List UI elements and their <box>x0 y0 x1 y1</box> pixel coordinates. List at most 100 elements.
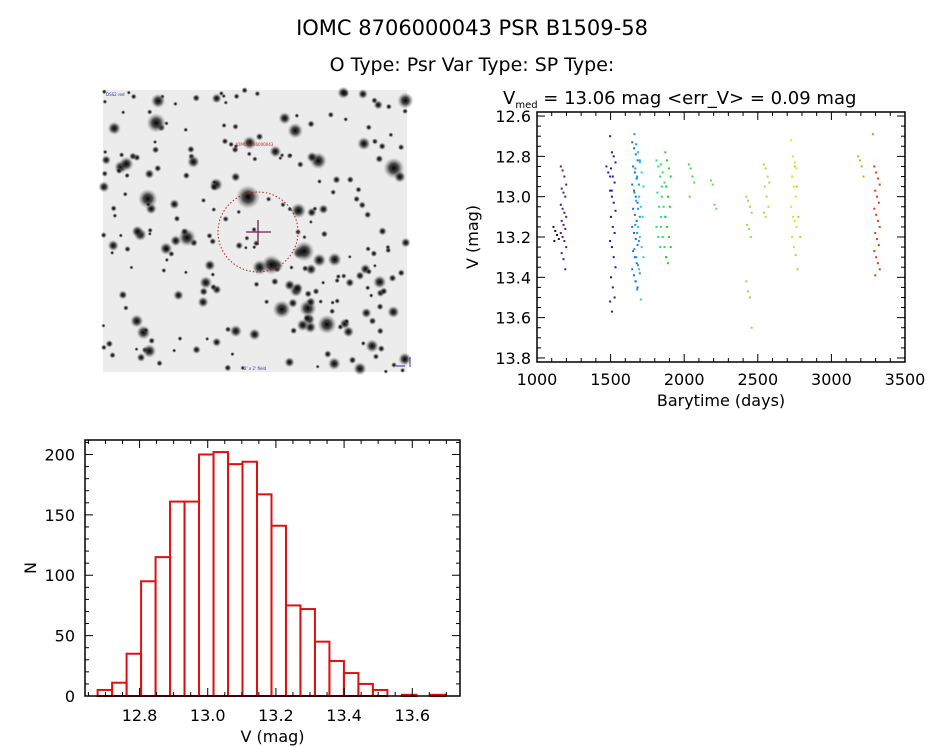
star <box>254 90 261 97</box>
data-point <box>659 163 662 166</box>
data-point <box>638 161 641 164</box>
data-point <box>792 246 795 249</box>
data-point <box>634 195 637 198</box>
star <box>361 307 372 319</box>
star <box>146 113 167 133</box>
data-point <box>877 201 880 204</box>
star <box>248 328 261 341</box>
data-point <box>633 213 636 216</box>
star <box>128 152 137 161</box>
data-point <box>663 246 666 249</box>
plot-frame <box>84 439 461 697</box>
data-point <box>667 236 670 238</box>
data-point <box>611 225 614 228</box>
data-point <box>638 159 641 162</box>
star <box>402 108 409 115</box>
data-point <box>711 183 714 186</box>
histogram-bar <box>212 451 230 697</box>
data-point <box>614 161 617 164</box>
data-point <box>791 175 794 178</box>
y-tick-label: 200 <box>44 445 75 464</box>
bright-star <box>236 185 260 209</box>
data-point <box>614 266 617 269</box>
star <box>289 265 294 270</box>
data-point <box>633 171 636 174</box>
star <box>353 195 361 203</box>
data-point <box>612 155 615 158</box>
data-point <box>762 211 765 214</box>
star <box>364 211 372 219</box>
data-point <box>635 262 638 265</box>
star <box>146 109 153 115</box>
star <box>373 100 383 110</box>
data-point <box>635 219 638 222</box>
star <box>222 215 229 223</box>
data-point <box>876 238 879 241</box>
star <box>397 269 405 277</box>
data-point <box>634 223 637 226</box>
data-point <box>691 175 694 178</box>
star <box>255 132 264 141</box>
x-tick-label: 13.2 <box>258 706 294 725</box>
title-rest: = 13.06 mag <err_V> = 0.09 mag <box>538 88 857 109</box>
data-point <box>873 250 876 253</box>
star <box>102 149 108 155</box>
data-point <box>639 205 642 208</box>
data-point <box>562 258 565 261</box>
star <box>301 265 309 272</box>
data-point <box>666 159 669 162</box>
histogram-bar <box>198 453 215 697</box>
data-point <box>766 175 769 178</box>
star <box>348 356 357 365</box>
data-point <box>693 181 696 184</box>
star <box>330 189 337 196</box>
data-point <box>875 213 878 216</box>
x-tick-label: 13.4 <box>326 706 362 725</box>
data-point <box>876 195 879 198</box>
data-point <box>792 185 795 188</box>
star <box>343 318 350 325</box>
data-point <box>635 143 638 146</box>
data-point <box>657 236 660 238</box>
star <box>228 141 235 148</box>
star <box>123 305 129 311</box>
data-point <box>632 189 635 192</box>
histogram-bar <box>125 652 143 697</box>
data-point <box>634 167 637 170</box>
data-point <box>638 236 641 238</box>
data-point <box>636 244 639 247</box>
data-point <box>665 185 668 188</box>
data-point <box>610 189 613 192</box>
data-point <box>565 246 568 249</box>
data-point <box>642 185 645 188</box>
star <box>148 337 156 345</box>
data-point <box>662 205 665 208</box>
star <box>144 168 155 179</box>
data-point <box>660 185 663 188</box>
star <box>388 132 394 138</box>
data-point <box>876 219 879 222</box>
star <box>304 290 313 298</box>
star <box>334 298 341 304</box>
star <box>240 365 246 371</box>
star <box>172 348 177 353</box>
data-point <box>631 268 634 271</box>
star <box>278 155 283 161</box>
data-point <box>876 177 879 180</box>
data-point <box>713 203 716 206</box>
star <box>292 282 304 294</box>
star <box>368 317 377 325</box>
star <box>145 201 151 207</box>
star <box>365 124 372 131</box>
star <box>365 245 371 252</box>
y-tick-label: 13.0 <box>495 188 531 207</box>
data-point <box>605 165 608 168</box>
data-point <box>860 165 863 168</box>
star <box>130 93 137 100</box>
star <box>98 181 110 193</box>
data-point <box>667 195 670 198</box>
star <box>200 197 207 204</box>
data-point <box>667 262 670 265</box>
title-prefix: V <box>503 88 516 109</box>
star <box>150 93 166 109</box>
